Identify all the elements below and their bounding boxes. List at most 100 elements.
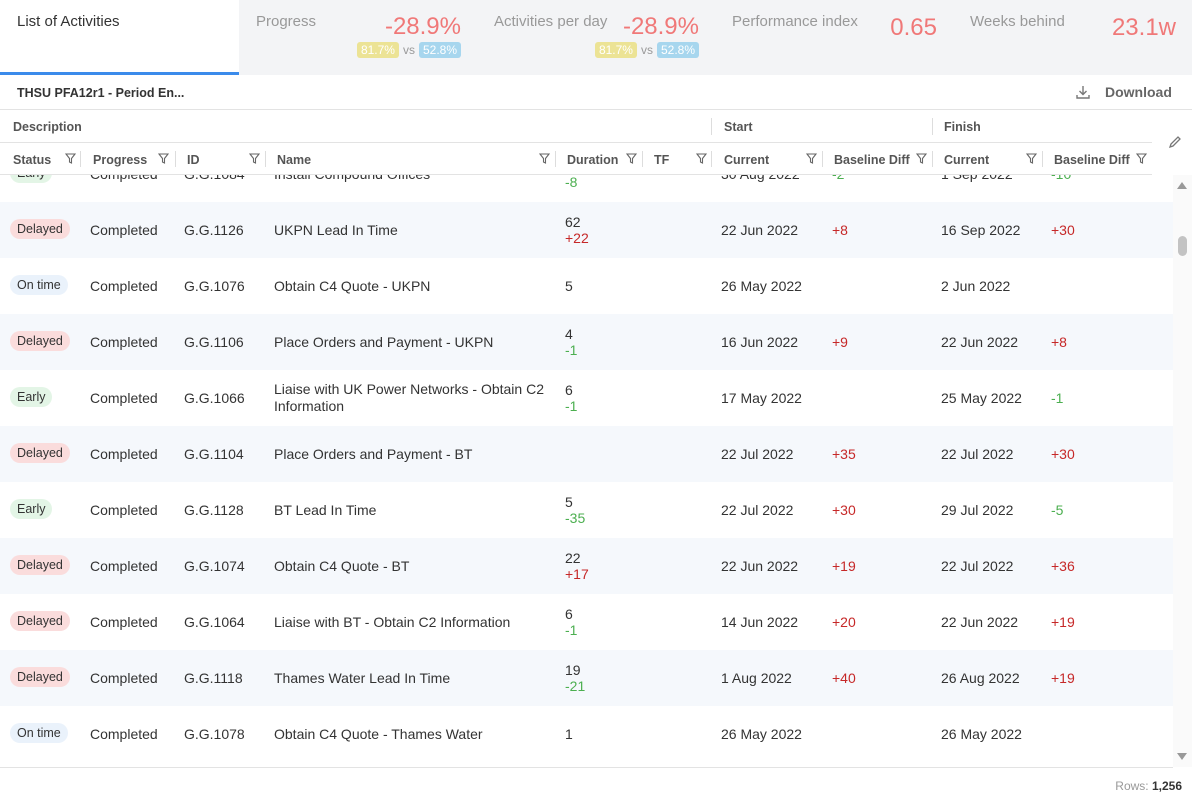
- filter-icon[interactable]: [696, 153, 707, 164]
- status-badge: Early: [10, 175, 53, 183]
- status-badge: Delayed: [10, 331, 70, 351]
- duration: 4: [565, 326, 573, 342]
- table-row[interactable]: Delayed Completed G.G.1074 Obtain C4 Quote …: [0, 538, 1173, 594]
- table-row[interactable]: On time Completed G.G.1076 Obtain C4 Quote …: [0, 258, 1173, 314]
- finish-current: 29 Jul 2022: [941, 502, 1014, 518]
- download-button[interactable]: Download: [1075, 84, 1172, 100]
- progress: Completed: [90, 558, 158, 574]
- progress: Completed: [90, 222, 158, 238]
- activity-id: G.G.1118: [184, 670, 243, 686]
- table-row[interactable]: Early Completed G.G.1128 BT Lead In Time 5 -3…: [0, 482, 1173, 538]
- status-badge: Delayed: [10, 555, 70, 575]
- tab: Activities per day -28.9% 81.7% vs 52.8%: [477, 0, 715, 75]
- table-row[interactable]: Early Completed G.G.1066 Liaise with UK Pow…: [0, 370, 1173, 426]
- duration-diff: -1: [565, 622, 578, 638]
- start-current: 17 May 2022: [721, 390, 802, 406]
- activity-id: G.G.1078: [184, 726, 245, 742]
- scroll-up[interactable]: [1176, 180, 1188, 190]
- download-icon: [1076, 86, 1090, 99]
- filter-icon[interactable]: [1136, 153, 1147, 164]
- column-header: TF: [654, 153, 670, 167]
- start-current: 22 Jul 2022: [721, 502, 794, 518]
- status-badge: Delayed: [10, 443, 70, 463]
- scrollbar[interactable]: [1173, 175, 1192, 767]
- activity-name: Obtain C4 Quote - UKPN: [274, 278, 431, 294]
- column-divider: [555, 151, 556, 167]
- group-header: Description: [13, 120, 82, 134]
- activity-id: G.G.1074: [184, 558, 245, 574]
- group-header: Finish: [944, 120, 981, 134]
- edit-icon[interactable]: [1166, 133, 1184, 151]
- table-header: Description Start Finish Status Progress ID Na…: [0, 110, 1152, 175]
- duration-diff: +22: [565, 230, 589, 246]
- start-current: 26 May 2022: [721, 278, 802, 294]
- finish-diff: -5: [1051, 502, 1064, 518]
- filter-icon[interactable]: [65, 153, 76, 164]
- duration-diff: -21: [565, 678, 586, 694]
- start-current: 22 Jun 2022: [721, 558, 799, 574]
- column-header: Current: [724, 153, 770, 167]
- tab: Weeks behind 23.1w: [953, 0, 1192, 75]
- column-divider: [265, 151, 266, 167]
- start-diff: +20: [832, 614, 856, 630]
- progress: Completed: [90, 334, 158, 350]
- finish-current: 22 Jun 2022: [941, 334, 1019, 350]
- start-diff: +19: [832, 558, 856, 574]
- column-header: ID: [187, 153, 200, 167]
- vs-label: vs: [402, 43, 415, 57]
- finish-diff: -1: [1051, 390, 1064, 406]
- status-badge: On time: [10, 723, 68, 743]
- activity-id: G.G.1076: [184, 278, 245, 294]
- table-row[interactable]: Delayed Completed G.G.1118 Thames Water Lea…: [0, 650, 1173, 706]
- table-row[interactable]: On time Completed G.G.1078 Obtain C4 Quote …: [0, 706, 1173, 762]
- activity-id: G.G.1106: [184, 334, 244, 350]
- table-row[interactable]: Delayed Completed G.G.1104 Place Orders and…: [0, 426, 1173, 482]
- finish-diff: +30: [1051, 446, 1075, 462]
- row-count: Rows: 1,256: [1115, 779, 1182, 793]
- filter-icon[interactable]: [249, 153, 260, 164]
- finish-diff: +19: [1051, 670, 1075, 686]
- group-divider: [711, 118, 712, 135]
- baseline-badge: 52.8%: [418, 42, 461, 58]
- table-row[interactable]: Delayed Completed G.G.1106 Place Orders and…: [0, 314, 1173, 370]
- finish-current: 1 Sep 2022: [941, 175, 1013, 182]
- activity-id: G.G.1064: [184, 614, 245, 630]
- table-row[interactable]: Delayed Completed G.G.1064 Liaise with BT -…: [0, 594, 1173, 650]
- filter-icon[interactable]: [806, 153, 817, 164]
- current-badge: 81.7%: [356, 42, 399, 58]
- finish-diff: +19: [1051, 614, 1075, 630]
- column-divider: [1042, 151, 1043, 167]
- progress: Completed: [90, 446, 158, 462]
- filter-icon[interactable]: [1026, 153, 1037, 164]
- start-diff: +30: [832, 502, 856, 518]
- tab[interactable]: List of Activities: [0, 0, 239, 75]
- start-current: 14 Jun 2022: [721, 614, 799, 630]
- column-divider: [642, 151, 643, 167]
- table-body: Early Completed G.G.1084 Install Compound O…: [0, 175, 1173, 768]
- tab-value: -28.9%: [622, 13, 699, 40]
- progress: Completed: [90, 390, 158, 406]
- activity-name: Install Compound Offices: [274, 175, 549, 183]
- duration-diff: +17: [565, 566, 589, 582]
- status-badge: Delayed: [10, 611, 70, 631]
- duration: 22: [565, 550, 581, 566]
- scroll-thumb[interactable]: [1178, 236, 1187, 256]
- activity-name: UKPN Lead In Time: [274, 222, 398, 238]
- toolbar: THSU PFA12r1 - Period En... Download: [0, 76, 1192, 110]
- filter-icon[interactable]: [158, 153, 169, 164]
- group-divider: [932, 118, 933, 135]
- start-diff: -2: [832, 175, 844, 182]
- group-header-row: [0, 110, 1152, 143]
- activity-id: G.G.1084: [184, 175, 245, 182]
- finish-diff: -10: [1051, 175, 1071, 182]
- scroll-down[interactable]: [1176, 752, 1188, 762]
- table-row[interactable]: Delayed Completed G.G.1126 UKPN Lead In Tim…: [0, 202, 1173, 258]
- start-diff: +8: [832, 222, 848, 238]
- finish-current: 16 Sep 2022: [941, 222, 1021, 238]
- filter-icon[interactable]: [539, 153, 550, 164]
- table-row[interactable]: Early Completed G.G.1084 Install Compound O…: [0, 175, 1173, 202]
- filter-icon[interactable]: [626, 153, 637, 164]
- filter-icon[interactable]: [916, 153, 927, 164]
- duration: 19: [565, 662, 581, 678]
